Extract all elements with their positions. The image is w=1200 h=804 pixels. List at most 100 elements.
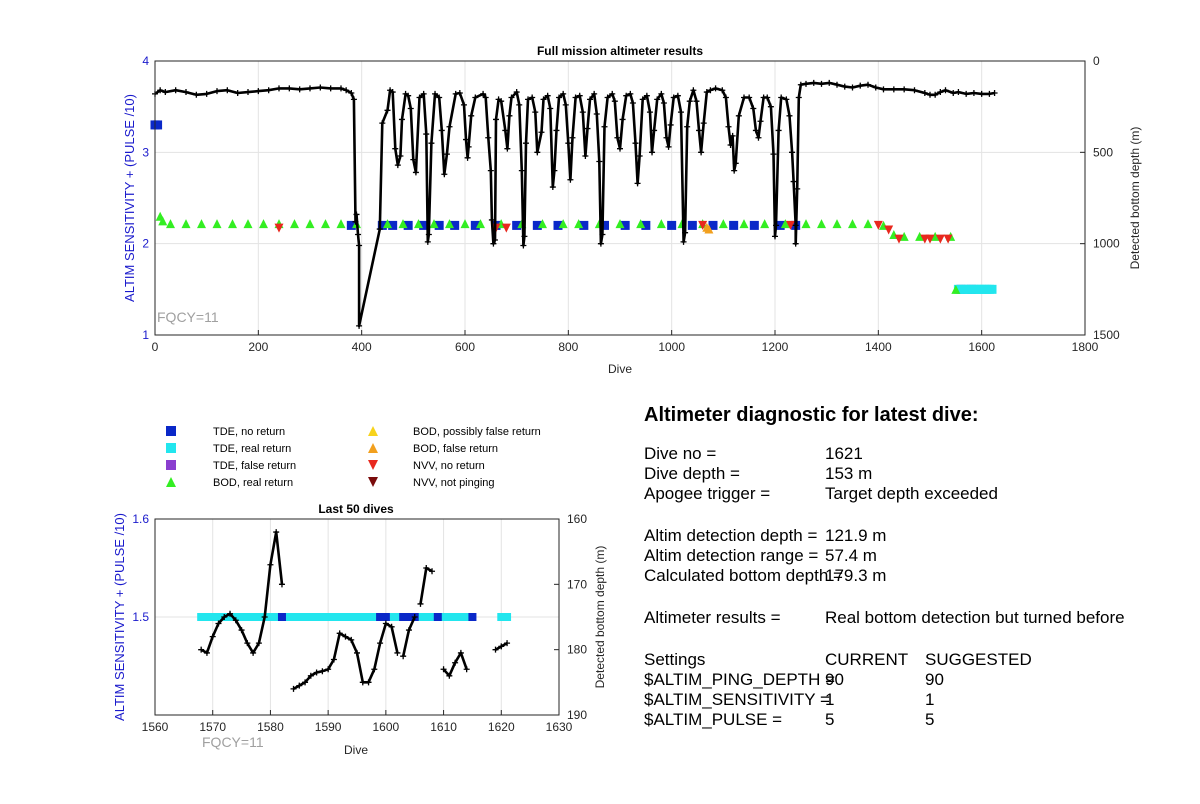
depth-point-marker (327, 85, 334, 92)
depth-point-marker (632, 140, 639, 147)
depth-point-marker (601, 123, 608, 130)
depth-point-marker (255, 88, 262, 95)
depth-point-marker (786, 112, 793, 119)
x-tick-label: 800 (558, 340, 578, 354)
suggested-header: SUGGESTED (925, 650, 1032, 669)
series-marker (324, 613, 333, 621)
depth-point-marker (532, 109, 539, 116)
depth-point-marker (660, 100, 667, 107)
series-marker (636, 219, 646, 229)
depth-point-marker (818, 80, 825, 87)
series-marker (503, 613, 512, 621)
depth-point-marker (942, 87, 949, 94)
depth-point-marker (596, 158, 603, 165)
y2-tick-label: 170 (567, 577, 587, 591)
depth-point-marker (245, 89, 251, 96)
depth-point-marker (562, 101, 569, 108)
depth-point-marker (587, 96, 594, 103)
legend-marker (166, 443, 176, 453)
depth-point-marker (576, 92, 583, 99)
series-marker (318, 613, 327, 621)
series-marker (863, 219, 873, 229)
depth-point-marker (609, 90, 616, 97)
depth-point-marker (646, 109, 653, 116)
depth-point-marker (767, 103, 774, 110)
depth-point-marker (921, 89, 928, 96)
series-marker (383, 219, 392, 229)
depth-point-marker (651, 127, 658, 134)
series-marker (429, 219, 439, 229)
series-marker (277, 613, 286, 621)
depth-point-marker (296, 682, 303, 689)
altimeter-diagnostic-panel: Altimeter diagnostic for latest dive: Di… (644, 402, 1184, 730)
bottom-chart: 1560 1570 1580 1590 1600 1610 1620 1630 1.6 1.5 16… (112, 502, 607, 757)
depth-point-marker (356, 242, 363, 249)
depth-point-marker (397, 152, 404, 159)
depth-point-marker (348, 636, 355, 643)
depth-point-marker (491, 237, 498, 244)
depth-point-marker (198, 646, 205, 653)
depth-point-marker (492, 646, 499, 653)
series-marker (335, 613, 344, 621)
series-marker (445, 613, 454, 621)
depth-point-marker (423, 131, 430, 138)
depth-point-marker (488, 216, 495, 223)
series-marker (930, 231, 940, 241)
depth-point-marker (411, 614, 418, 620)
depth-point-marker (986, 90, 993, 97)
series-marker (456, 613, 465, 621)
depth-point-marker (405, 627, 412, 634)
depth-point-marker (707, 87, 714, 94)
altim-detection-depth-value: 121.9 m (825, 526, 887, 545)
setting-suggested: 1 (925, 690, 935, 709)
series-marker (512, 220, 522, 230)
depth-point-marker (674, 92, 681, 99)
depth-point-marker (619, 116, 626, 123)
depth-point-marker (693, 98, 700, 105)
series-marker (729, 220, 739, 230)
settings-row: $ALTIM_SENSITIVITY = 1 1 (644, 690, 1184, 710)
depth-point-marker (416, 94, 423, 101)
x-tick-label: 1610 (430, 720, 457, 734)
depth-point-marker (407, 105, 414, 112)
depth-point-marker (520, 242, 527, 249)
x-tick-label: 600 (455, 340, 475, 354)
depth-point-marker (506, 112, 513, 119)
depth-point-marker (614, 134, 621, 141)
depth-point-marker (276, 85, 282, 92)
series-marker (237, 613, 246, 621)
depth-point-marker (732, 160, 739, 167)
depth-point-marker (682, 229, 689, 236)
depth-point-marker (319, 668, 326, 675)
depth-point-marker (330, 656, 337, 663)
depth-point-marker (490, 240, 497, 247)
depth-point-marker (549, 184, 556, 191)
series-marker (272, 613, 281, 621)
y2-tick-label: 0 (1093, 54, 1100, 68)
series-marker (399, 613, 408, 621)
series-marker (341, 613, 350, 621)
depth-point-marker (649, 149, 656, 156)
series-marker (428, 613, 437, 621)
legend-label: TDE, false return (213, 460, 296, 472)
depth-point-marker (376, 226, 383, 233)
series-marker (687, 220, 697, 230)
depth-point-marker (436, 94, 443, 101)
altim-detection-range-label: Altim detection range = (644, 546, 819, 565)
depth-point-marker (565, 140, 572, 147)
series-marker (358, 613, 367, 621)
depth-point-marker (841, 83, 848, 90)
x-tick-label: 1620 (488, 720, 515, 734)
depth-point-marker (498, 98, 505, 105)
depth-point-marker (193, 91, 200, 98)
series-marker (532, 220, 542, 230)
depth-point-marker (690, 87, 697, 94)
depth-point-marker (214, 88, 220, 95)
series-marker (780, 219, 790, 229)
top-chart-y2label: Detected bottom depth (m) (1128, 127, 1142, 270)
depth-point-marker (307, 85, 313, 92)
depth-point-marker (991, 89, 998, 96)
series-marker (197, 613, 206, 621)
depth-point-marker (336, 630, 343, 637)
depth-point-marker (643, 92, 650, 99)
